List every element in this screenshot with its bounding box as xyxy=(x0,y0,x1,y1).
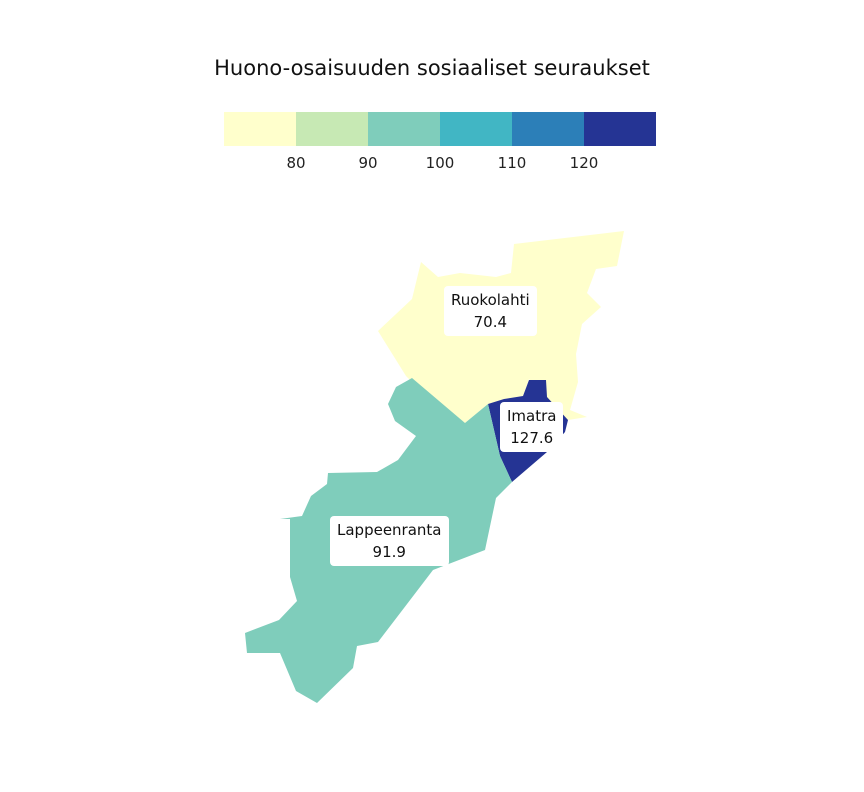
region-name: Ruokolahti xyxy=(451,291,530,309)
region-value: 70.4 xyxy=(473,313,508,331)
map-title: Huono-osaisuuden sosiaaliset seuraukset xyxy=(214,56,650,80)
region-value: 127.6 xyxy=(510,429,554,447)
legend-swatch-1 xyxy=(224,112,296,146)
region-name: Imatra xyxy=(507,407,557,425)
legend-swatch-3 xyxy=(368,112,440,146)
legend-tick-labels: 80 90 100 110 120 xyxy=(224,154,656,174)
legend-tick: 100 xyxy=(425,154,455,172)
legend-tick: 80 xyxy=(286,154,306,172)
legend-swatch-6 xyxy=(584,112,656,146)
legend-swatch-5 xyxy=(512,112,584,146)
region-name: Lappeenranta xyxy=(337,521,442,539)
legend-swatch-2 xyxy=(296,112,368,146)
region-label-imatra: Imatra 127.6 xyxy=(500,402,564,452)
legend-tick: 110 xyxy=(497,154,527,172)
color-legend xyxy=(224,112,656,146)
region-label-ruokolahti: Ruokolahti 70.4 xyxy=(444,286,537,336)
legend-tick: 90 xyxy=(358,154,378,172)
legend-tick: 120 xyxy=(569,154,599,172)
region-value: 91.9 xyxy=(372,543,406,561)
legend-swatch-4 xyxy=(440,112,512,146)
region-label-lappeenranta: Lappeenranta 91.9 xyxy=(330,516,449,566)
